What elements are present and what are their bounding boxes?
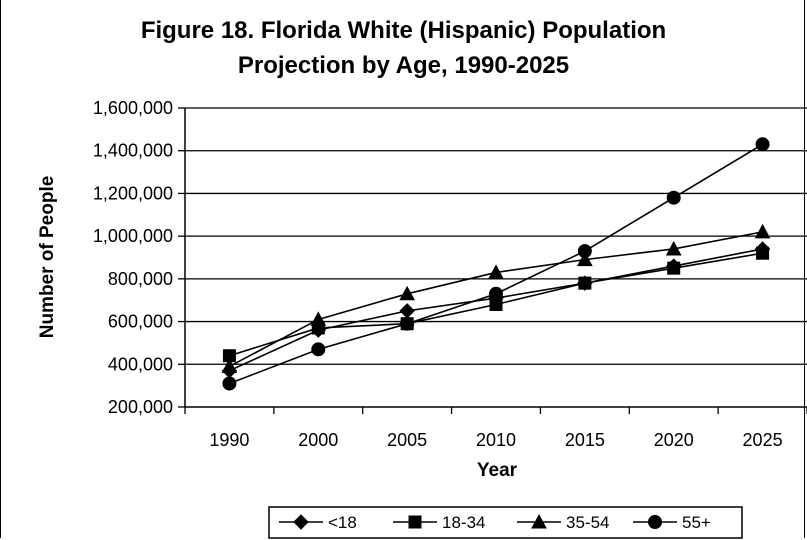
y-tick-label: 1,400,000	[93, 141, 173, 161]
x-tick-label: 1990	[209, 430, 249, 450]
y-axis-label: Number of People	[37, 176, 58, 339]
data-point	[489, 286, 503, 301]
data-point	[577, 251, 593, 267]
data-point	[754, 223, 771, 239]
legend-label: 55+	[682, 513, 711, 532]
data-point	[221, 358, 238, 373]
y-tick-label: 1,200,000	[93, 183, 173, 203]
series-3	[221, 223, 771, 373]
x-tick-label: 2025	[743, 430, 783, 450]
gridlines	[185, 107, 807, 365]
legend: <18 18-34 35-54 55+	[268, 506, 743, 539]
legend-label: 35-54	[566, 513, 609, 532]
chart-title: Figure 18. Florida White (Hispanic) Popu…	[140, 17, 667, 44]
legend-item: 35-54	[517, 513, 609, 532]
data-point	[755, 137, 770, 152]
y-tick-label: 800,000	[108, 269, 173, 289]
data-point	[311, 342, 326, 357]
x-axis-label: Year	[477, 460, 518, 481]
data-point	[666, 190, 681, 205]
series-group	[221, 137, 771, 391]
data-point	[400, 316, 415, 331]
legend-item: 55+	[633, 513, 711, 532]
data-point	[488, 264, 504, 279]
legend-marker	[408, 515, 422, 529]
data-point	[399, 303, 415, 319]
axes	[184, 108, 807, 408]
legend-label: 18-34	[442, 513, 485, 532]
data-point	[667, 261, 681, 275]
y-tick-label: 1,600,000	[93, 98, 173, 118]
legend-marker	[293, 514, 309, 530]
x-tick-label: 2015	[565, 430, 605, 450]
y-tick-label: 200,000	[108, 397, 173, 417]
data-point	[578, 276, 592, 290]
data-point	[577, 244, 592, 259]
legend-label: <18	[328, 513, 357, 532]
data-point	[756, 246, 770, 260]
data-point	[222, 376, 237, 391]
data-point	[310, 311, 327, 326]
series-4	[222, 137, 770, 391]
legend-item: <18	[279, 513, 357, 532]
y-tick-label: 600,000	[108, 312, 173, 332]
y-tick-label: 1,000,000	[93, 226, 173, 246]
x-tick-label: 2020	[654, 430, 694, 450]
legend-marker	[648, 515, 662, 529]
x-tick-label: 2000	[298, 430, 338, 450]
legend-item: 18-34	[393, 513, 485, 532]
y-axis-ticks: 200,000 400,000 600,000 800,000 1,000,000 1,2…	[93, 98, 185, 417]
y-tick-label: 400,000	[108, 354, 173, 374]
x-tick-label: 2005	[387, 430, 427, 450]
data-point	[399, 285, 415, 301]
x-tick-label: 2010	[476, 430, 516, 450]
chart-subtitle: Projection by Age, 1990-2025	[237, 52, 570, 79]
legend-marker	[531, 513, 547, 529]
x-axis-ticks: 1990 2000 2005 2010 2015 2020 2025	[184, 407, 807, 450]
data-point	[665, 240, 682, 256]
